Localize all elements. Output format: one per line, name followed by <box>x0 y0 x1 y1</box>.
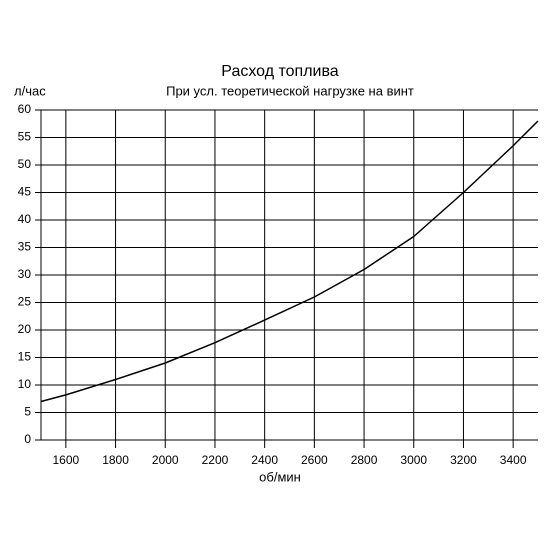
y-tick-label: 35 <box>18 240 32 254</box>
y-tick-label: 25 <box>18 295 32 309</box>
y-tick-label: 30 <box>18 267 32 281</box>
chart-title: Расход топлива <box>221 63 338 80</box>
data-line <box>40 120 539 403</box>
x-tick-label: 1600 <box>52 453 79 467</box>
y-tick-label: 45 <box>18 185 32 199</box>
x-tick-label: 2000 <box>152 453 179 467</box>
y-tick-label: 15 <box>18 350 32 364</box>
x-tick-label: 2400 <box>251 453 278 467</box>
x-axis-label: об/мин <box>259 469 301 484</box>
x-tick-label: 2600 <box>301 453 328 467</box>
y-tick-label: 5 <box>24 405 31 419</box>
x-tick-label: 3400 <box>500 453 527 467</box>
chart-subtitle: При усл. теоретической нагрузке на винт <box>166 83 414 98</box>
x-tick-label: 3000 <box>400 453 427 467</box>
x-tick-label: 2800 <box>351 453 378 467</box>
y-tick-label: 0 <box>24 432 31 446</box>
y-tick-label: 50 <box>18 157 32 171</box>
x-tick-label: 2200 <box>202 453 229 467</box>
y-axis-label: л/час <box>14 83 46 98</box>
y-tick-label: 40 <box>18 212 32 226</box>
y-tick-label: 10 <box>18 377 32 391</box>
y-tick-label: 55 <box>18 130 32 144</box>
x-tick-label: 3200 <box>450 453 477 467</box>
x-tick-label: 1800 <box>102 453 129 467</box>
y-tick-label: 60 <box>18 102 32 116</box>
y-tick-label: 20 <box>18 322 32 336</box>
